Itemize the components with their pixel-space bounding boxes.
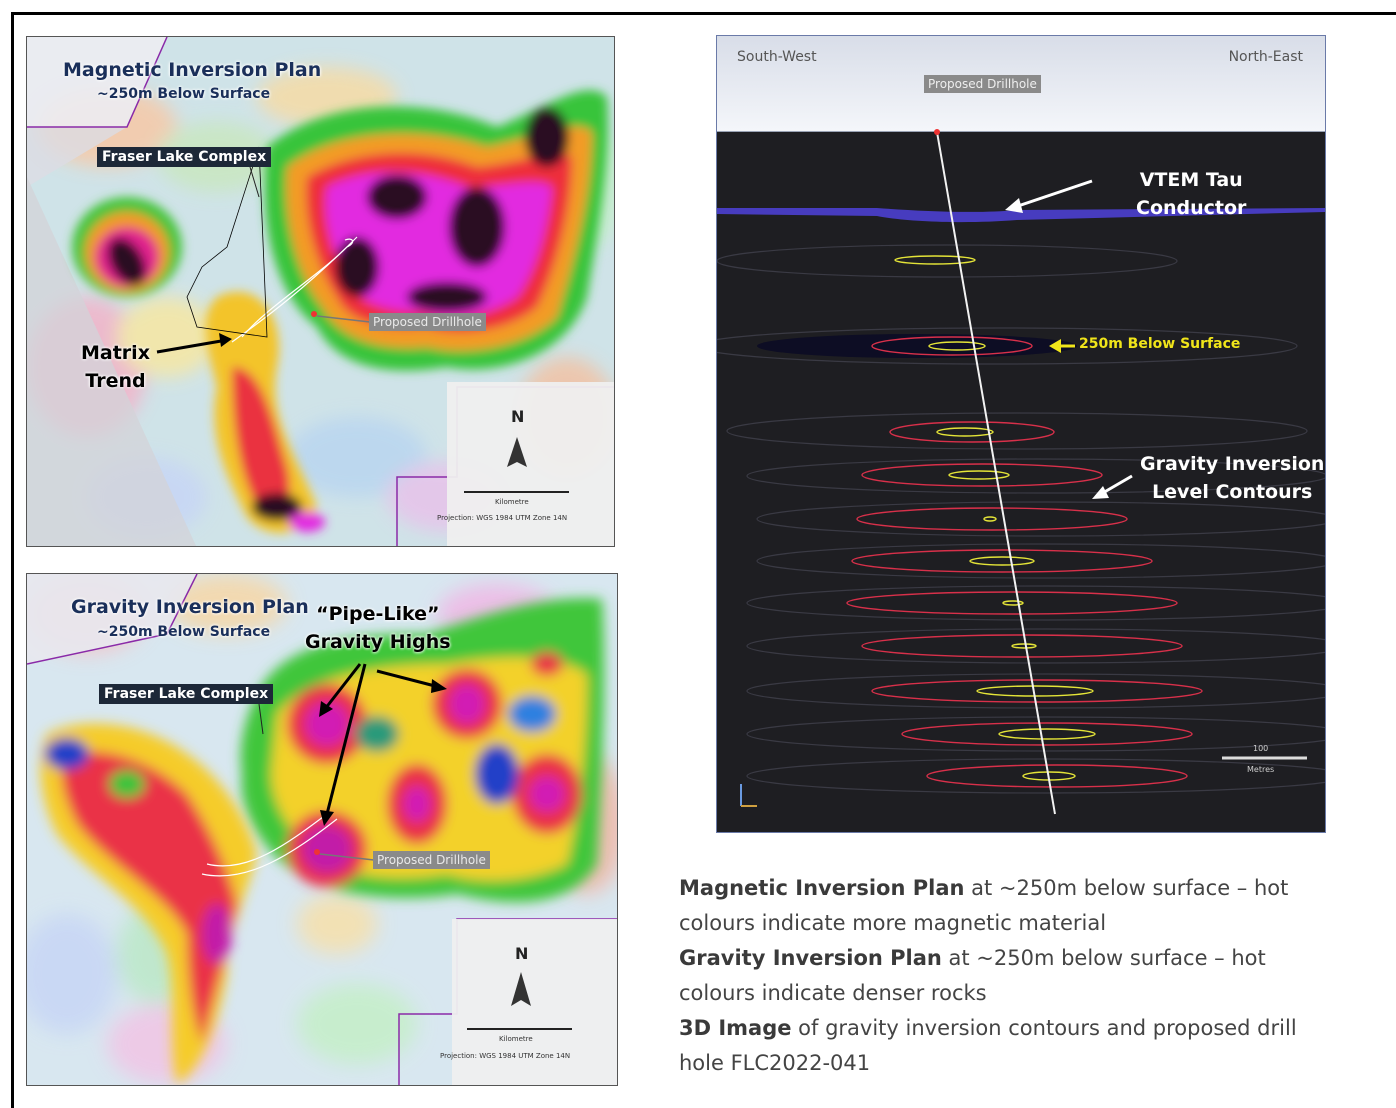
matrix-trend-line2: Trend (85, 370, 146, 392)
gravity-drillhole-label: Proposed Drillhole (373, 851, 490, 869)
pipe-like-annotation: “Pipe-Like” Gravity Highs (305, 600, 451, 656)
magnetic-drillhole-label: Proposed Drillhole (369, 313, 486, 331)
gravity-map-image (27, 574, 617, 1085)
caption-line-3: Gravity Inversion Plan at ~250m below su… (679, 941, 1379, 976)
magnetic-scale-unit: Kilometre (495, 498, 529, 506)
gravity-projection: Projection: WGS 1984 UTM Zone 14N (440, 1052, 571, 1060)
magnetic-map-subtitle: ~250m Below Surface (97, 86, 271, 102)
section-scale-unit: Metres (1247, 765, 1275, 774)
section-scale-value: 100 (1253, 744, 1269, 753)
gravity-contours-annotation: Gravity Inversion Level Contours (1140, 450, 1324, 506)
section-drillhole-label: Proposed Drillhole (924, 75, 1041, 93)
vtem-annotation: VTEM Tau Conductor (1136, 166, 1246, 222)
magnetic-map-title: Magnetic Inversion Plan (63, 59, 322, 81)
gravity-inversion-map: Gravity Inversion Plan ~250m Below Surfa… (26, 573, 618, 1086)
figure-caption: Magnetic Inversion Plan at ~250m below s… (679, 871, 1379, 1081)
magnetic-north-arrow-label: N (511, 407, 525, 426)
matrix-trend-annotation: Matrix Trend (81, 339, 150, 395)
magnetic-map-image (27, 37, 614, 546)
caption-gravity-desc: at ~250m below surface – hot (941, 946, 1266, 970)
magnetic-projection: Projection: WGS 1984 UTM Zone 14N (437, 514, 568, 522)
gravity-scale-unit: Kilometre (499, 1035, 533, 1043)
caption-magnetic-desc: at ~250m below surface – hot (964, 876, 1289, 900)
caption-line-6: hole FLC2022-041 (679, 1051, 871, 1075)
gravity-map-title: Gravity Inversion Plan (71, 596, 309, 618)
caption-magnetic-title: Magnetic Inversion Plan (679, 876, 965, 900)
caption-3d-title: 3D Image (679, 1016, 792, 1040)
caption-3d-desc: of gravity inversion contours and propos… (791, 1016, 1297, 1040)
magnetic-inversion-map: Magnetic Inversion Plan ~250m Below Surf… (26, 36, 615, 547)
vtem-line2: Conductor (1136, 197, 1247, 219)
north-east-label: North-East (1228, 49, 1303, 65)
depth-label: 250m Below Surface (1079, 336, 1241, 352)
3d-section-view: South-West North-East Proposed Drillhole (716, 35, 1326, 833)
pipe-like-line1: “Pipe-Like” (316, 603, 440, 625)
caption-line-4: colours indicate denser rocks (679, 981, 987, 1005)
gravity-north-arrow-label: N (515, 944, 529, 963)
section-contours-image (717, 129, 1325, 815)
caption-gravity-title: Gravity Inversion Plan (679, 946, 942, 970)
gravity-map-subtitle: ~250m Below Surface (97, 624, 271, 640)
caption-line-5: 3D Image of gravity inversion contours a… (679, 1011, 1379, 1046)
vtem-line1: VTEM Tau (1139, 169, 1243, 191)
gravity-contours-line2: Level Contours (1152, 481, 1313, 503)
magnetic-complex-label: Fraser Lake Complex (97, 147, 272, 167)
south-west-label: South-West (737, 49, 817, 65)
caption-line-1: Magnetic Inversion Plan at ~250m below s… (679, 871, 1379, 906)
matrix-trend-line1: Matrix (81, 342, 150, 364)
pipe-like-line2: Gravity Highs (305, 631, 451, 653)
gravity-contours-line1: Gravity Inversion (1140, 453, 1325, 475)
gravity-complex-label: Fraser Lake Complex (99, 684, 274, 704)
caption-line-2: colours indicate more magnetic material (679, 911, 1107, 935)
